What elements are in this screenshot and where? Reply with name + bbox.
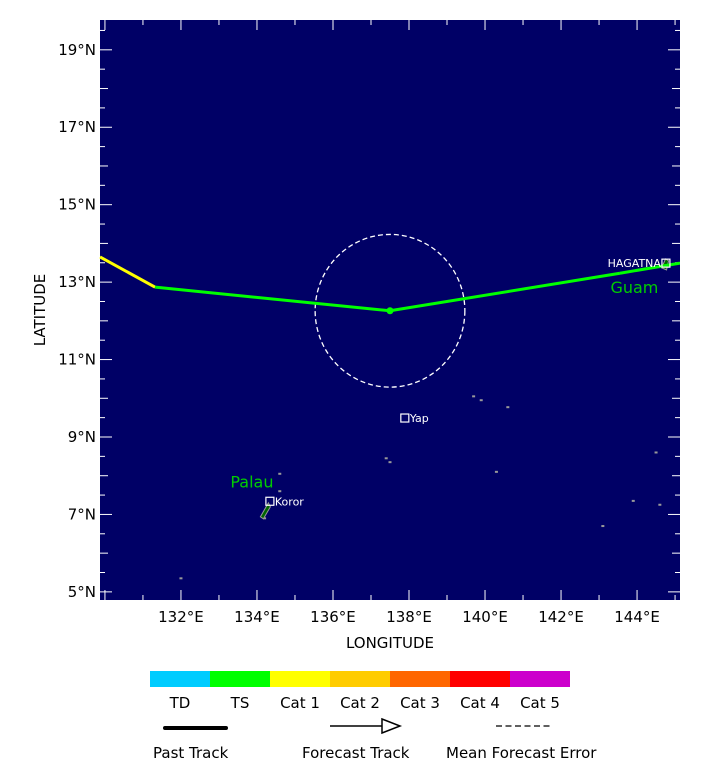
island [654,451,658,454]
place-marker-koror [265,496,275,506]
legend-category-label: Cat 3 [400,694,440,712]
legend-swatch-cat-2 [330,671,390,687]
y-axis-label: LATITUDE [31,274,49,347]
island [631,499,635,502]
track-segment [154,285,391,313]
legend-swatch-cat-3 [390,671,450,687]
mean-error-label: Mean Forecast Error [446,744,597,762]
map-chart: 132°E 134°E 136°E 138°E 140°E 142°E 144°E 5°N 7°… [31,20,720,652]
legend-swatch-cat-4 [450,671,510,687]
track-segment [99,255,156,289]
legend-swatch-cat-1 [270,671,330,687]
past-track-symbol [163,726,228,730]
lon-tick-label: 140°E [462,608,508,626]
legend-category-label: Cat 1 [280,694,320,712]
legend-category-label: TS [230,694,250,712]
track-segment [389,271,621,313]
x-axis-label: LONGITUDE [346,634,434,652]
lat-tick-label: 7°N [68,505,96,523]
lat-tick-label: 19°N [58,41,96,59]
island [263,517,267,520]
mean-forecast-error-circle [314,233,466,388]
island [278,472,282,475]
lat-tick-label: 11°N [58,351,96,369]
lat-tick-label: 17°N [58,118,96,136]
place-label: Koror [275,495,304,508]
lon-tick-label: 132°E [158,608,204,626]
island [658,503,662,506]
past-track-label: Past Track [153,744,229,762]
lon-tick-label: 138°E [386,608,432,626]
lon-tick-label: 134°E [234,608,280,626]
right-margin-mask [680,20,720,600]
island [179,577,183,580]
current-position-marker [386,307,394,315]
island [494,470,498,473]
island [388,461,392,464]
legend-category-label: Cat 4 [460,694,500,712]
lat-tick-label: 9°N [68,428,96,446]
region-label: Guam [610,278,658,297]
legend-category-label: Cat 2 [340,694,380,712]
island [278,490,282,493]
legend-swatch-td [150,671,210,687]
region-label: Palau [230,473,273,492]
legend-swatch-cat-5 [510,671,570,687]
island [384,457,388,460]
island [479,399,483,402]
forecast-track-arrow-icon [330,717,403,735]
place-label: HAGATNA [608,257,662,270]
lat-tick-label: 13°N [58,273,96,291]
island [472,395,476,398]
legend-category-label: Cat 5 [520,694,560,712]
island [601,525,605,528]
island [506,406,510,409]
lat-tick-label: 15°N [58,196,96,214]
lon-tick-label: 136°E [310,608,356,626]
legend-swatch-ts [210,671,270,687]
mean-error-dash-symbol [496,725,552,727]
place-label: Yap [409,412,429,425]
place-marker-hagatna [661,258,671,268]
place-marker-yap [400,413,410,423]
lon-tick-label: 142°E [538,608,584,626]
lon-tick-label: 144°E [614,608,660,626]
lat-tick-label: 5°N [68,583,96,601]
tick-marks [100,20,680,600]
forecast-track-label: Forecast Track [302,744,410,762]
legend-category-label: TD [169,694,191,712]
